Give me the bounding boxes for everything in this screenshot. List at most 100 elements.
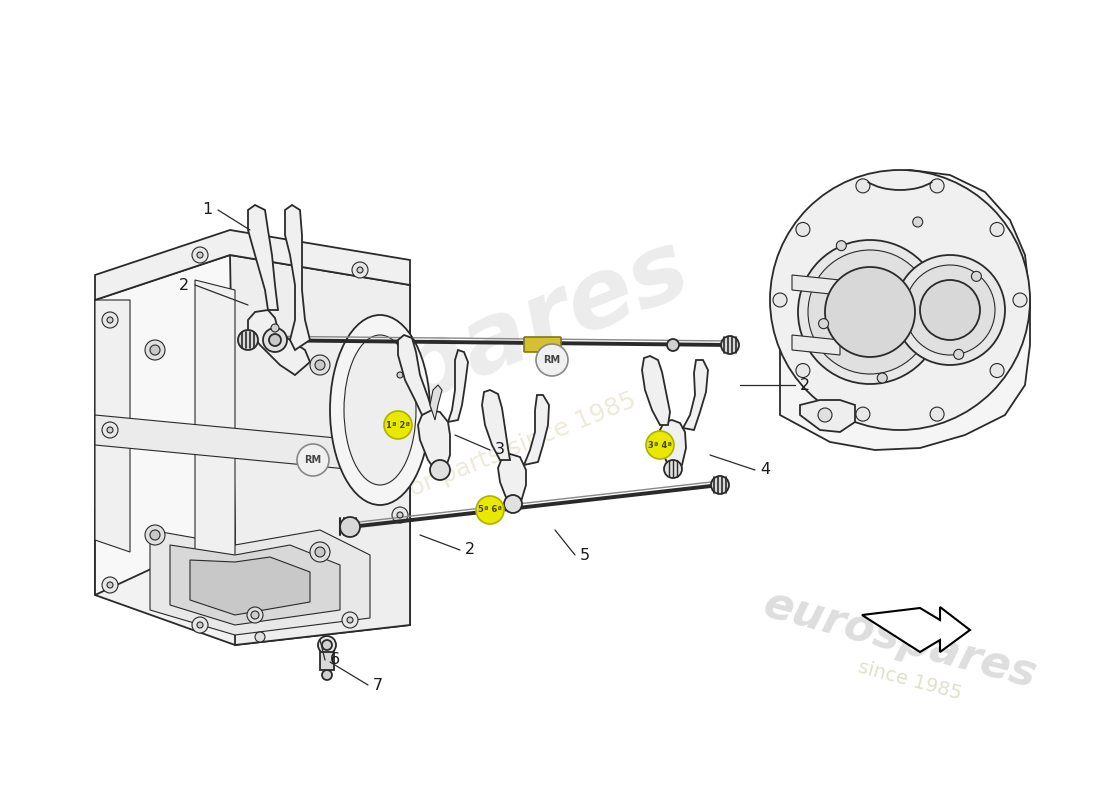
Circle shape [954,350,964,359]
Polygon shape [862,607,970,652]
Circle shape [255,632,265,642]
Circle shape [664,460,682,478]
Circle shape [720,336,739,354]
Text: 1: 1 [201,202,212,218]
Circle shape [197,252,204,258]
Circle shape [476,496,504,524]
Circle shape [270,334,280,346]
Circle shape [107,582,113,588]
Circle shape [322,670,332,680]
Ellipse shape [330,315,430,505]
Polygon shape [95,255,410,595]
Polygon shape [498,454,526,505]
Text: since 1985: since 1985 [856,657,964,703]
Circle shape [836,241,846,250]
Text: 6: 6 [330,653,340,667]
Circle shape [818,318,828,329]
Circle shape [397,512,403,518]
Polygon shape [800,400,855,432]
Circle shape [145,340,165,360]
Circle shape [315,547,324,557]
Circle shape [346,617,353,623]
Circle shape [711,476,729,494]
Circle shape [192,617,208,633]
Circle shape [825,267,915,357]
Circle shape [796,363,810,378]
Circle shape [905,265,996,355]
Text: 3: 3 [495,442,505,458]
Polygon shape [170,545,340,625]
Text: 2: 2 [179,278,189,293]
Text: eurospares: eurospares [98,222,703,538]
Text: 7: 7 [373,678,383,693]
Polygon shape [95,300,130,552]
Circle shape [271,324,279,332]
Circle shape [102,312,118,328]
Text: 4: 4 [760,462,770,478]
Polygon shape [780,170,1030,450]
Circle shape [430,460,450,480]
Text: 3ª 4ª: 3ª 4ª [648,441,672,450]
Polygon shape [683,360,708,430]
Circle shape [971,271,981,282]
Circle shape [796,222,810,237]
Circle shape [263,328,287,352]
Circle shape [798,240,942,384]
Bar [320,652,334,670]
Text: 2: 2 [465,542,475,558]
Circle shape [342,612,358,628]
Circle shape [322,640,332,650]
Circle shape [358,267,363,273]
Circle shape [102,577,118,593]
Polygon shape [190,557,310,615]
Circle shape [192,247,208,263]
Circle shape [315,360,324,370]
Polygon shape [95,415,410,475]
Polygon shape [792,275,840,295]
Circle shape [808,250,932,374]
Circle shape [1013,293,1027,307]
Circle shape [248,607,263,623]
Text: 1ª 2ª: 1ª 2ª [386,421,410,430]
Circle shape [770,170,1030,430]
Circle shape [384,411,412,439]
Text: RM: RM [305,455,321,465]
Text: eurospares: eurospares [759,583,1042,697]
Polygon shape [524,395,549,465]
Polygon shape [95,230,410,300]
Polygon shape [418,410,450,470]
Polygon shape [285,205,310,350]
Polygon shape [448,350,468,422]
Circle shape [856,179,870,193]
Circle shape [251,611,258,619]
Circle shape [667,339,679,351]
Circle shape [340,517,360,537]
Polygon shape [95,490,410,645]
Circle shape [931,407,944,421]
Circle shape [238,330,258,350]
Circle shape [145,525,165,545]
Circle shape [107,317,113,323]
Circle shape [920,280,980,340]
Circle shape [856,407,870,421]
Polygon shape [482,390,510,460]
Polygon shape [248,310,310,375]
Text: a passion for parts since 1985: a passion for parts since 1985 [280,388,640,552]
Circle shape [990,363,1004,378]
Circle shape [878,373,888,383]
Circle shape [536,344,568,376]
Circle shape [392,367,408,383]
Polygon shape [398,335,432,415]
Text: RM: RM [543,355,561,365]
Text: 2: 2 [800,378,810,393]
Circle shape [107,427,113,433]
Circle shape [773,293,786,307]
Text: 5ª 6ª: 5ª 6ª [477,506,502,514]
Polygon shape [248,205,278,310]
FancyBboxPatch shape [524,337,561,352]
Circle shape [504,495,522,513]
Polygon shape [430,385,442,420]
Circle shape [913,217,923,227]
Polygon shape [642,356,670,425]
Text: 5: 5 [580,547,590,562]
